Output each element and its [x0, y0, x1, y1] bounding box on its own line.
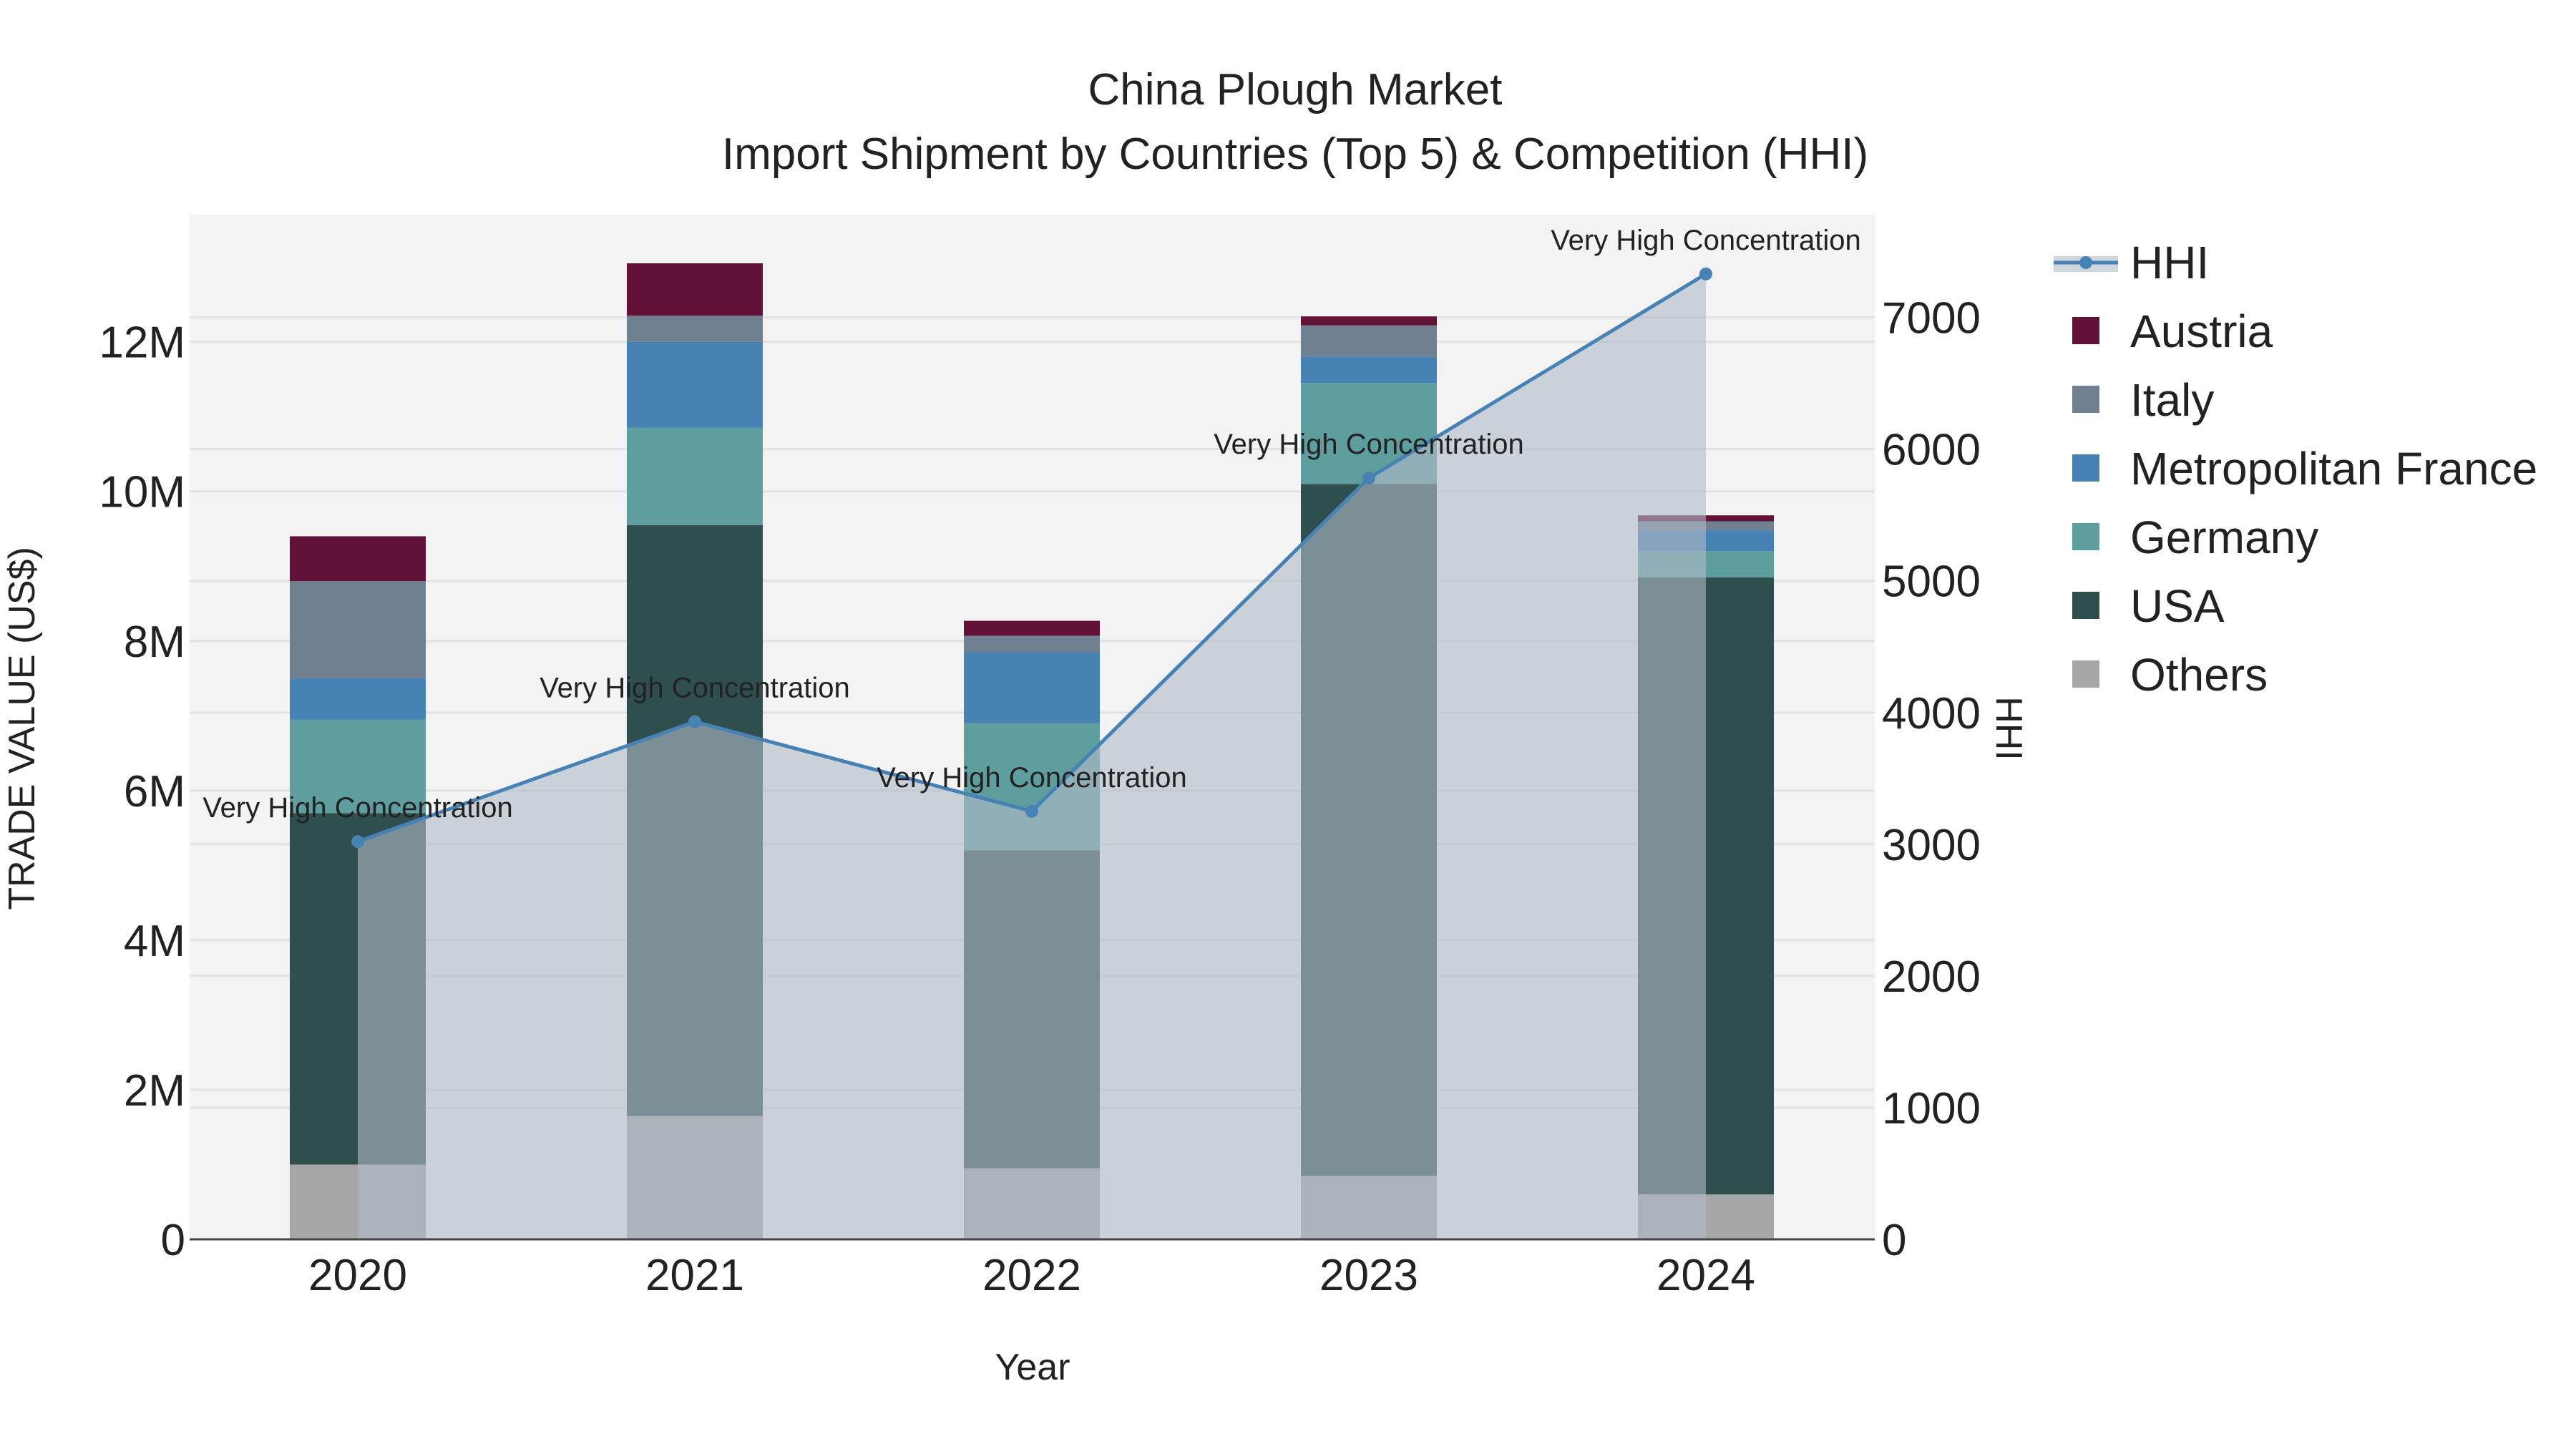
y-tick-label: 0	[161, 1216, 185, 1265]
bar-metropolitan-france-2023	[1301, 356, 1437, 384]
y-tick-label: 10M	[99, 468, 185, 517]
bar-italy-2023	[1301, 325, 1437, 357]
x-tick-label: 2023	[1319, 1251, 1418, 1300]
bar-italy-2021	[627, 316, 763, 342]
legend-label-austria: Austria	[2130, 306, 2273, 357]
y2-tick-label: 7000	[1882, 294, 1981, 343]
hhi-annotation-2022: Very High Concentration	[877, 762, 1187, 794]
legend-swatch-hhi-marker	[2079, 256, 2092, 269]
chart-title: China Plough Market	[1088, 65, 1503, 114]
y2-tick-label: 3000	[1882, 821, 1981, 870]
y2-tick-label: 4000	[1882, 689, 1981, 738]
y2-tick-label: 0	[1882, 1216, 1906, 1265]
hhi-point-2022	[1025, 804, 1038, 818]
bar-italy-2020	[290, 581, 426, 679]
hhi-point-2024	[1699, 267, 1712, 280]
legend-label-others: Others	[2130, 649, 2268, 701]
x-tick-label: 2024	[1657, 1251, 1755, 1300]
y2-tick-label: 1000	[1882, 1084, 1981, 1133]
y-axis-ticks: 0 2M 4M 6M 8M 10M 12M	[99, 318, 185, 1265]
x-tick-label: 2020	[308, 1251, 407, 1300]
hhi-point-2023	[1362, 472, 1375, 485]
bar-austria-2022	[964, 620, 1100, 636]
y-tick-label: 8M	[124, 618, 185, 667]
legend: HHI Austria Italy Metropolitan France German…	[2054, 237, 2537, 701]
legend-swatch-others	[2072, 660, 2099, 688]
bar-austria-2020	[290, 536, 426, 582]
y-tick-label: 4M	[124, 917, 185, 966]
y2-tick-label: 2000	[1882, 952, 1981, 1002]
y2-axis-title: HHI	[1988, 696, 2029, 761]
y-tick-label: 2M	[124, 1066, 185, 1116]
hhi-annotation-2021: Very High Concentration	[540, 673, 850, 704]
y2-tick-label: 5000	[1882, 557, 1981, 607]
x-tick-label: 2022	[982, 1251, 1081, 1300]
x-axis-title: Year	[995, 1347, 1070, 1388]
y-tick-label: 12M	[99, 318, 185, 368]
bar-austria-2021	[627, 263, 763, 316]
hhi-annotation-2024: Very High Concentration	[1551, 225, 1861, 256]
bar-metropolitan-france-2020	[290, 678, 426, 720]
hhi-point-2020	[351, 835, 364, 849]
legend-label-italy: Italy	[2130, 374, 2214, 426]
legend-swatch-metropolitan-france	[2072, 454, 2099, 482]
chart-subtitle: Import Shipment by Countries (Top 5) & C…	[722, 130, 1868, 179]
y-tick-label: 6M	[124, 767, 185, 816]
legend-label-hhi: HHI	[2130, 237, 2209, 288]
legend-swatch-usa	[2072, 592, 2099, 619]
legend-swatch-austria	[2072, 317, 2099, 344]
bar-germany-2021	[627, 427, 763, 525]
bar-italy-2022	[964, 635, 1100, 653]
hhi-series: Very High Concentration Very High Concent…	[203, 225, 1861, 1239]
hhi-area	[358, 273, 1706, 1239]
bar-austria-2023	[1301, 316, 1437, 326]
legend-swatch-italy	[2072, 386, 2099, 413]
bar-metropolitan-france-2021	[627, 341, 763, 428]
x-axis-ticks: 2020 2021 2022 2023 2024	[308, 1251, 1755, 1300]
x-tick-label: 2021	[645, 1251, 744, 1300]
y-axis-title: TRADE VALUE (US$)	[1, 547, 43, 910]
hhi-annotation-2020: Very High Concentration	[203, 792, 513, 824]
hhi-annotation-2023: Very High Concentration	[1214, 429, 1524, 460]
y2-axis-ticks: 0 1000 2000 3000 4000 5000 6000 7000	[1882, 294, 1981, 1265]
y2-tick-label: 6000	[1882, 426, 1981, 475]
bar-germany-2020	[290, 719, 426, 814]
legend-label-usa: USA	[2130, 580, 2225, 632]
legend-label-germany: Germany	[2130, 512, 2318, 563]
hhi-point-2021	[688, 715, 701, 728]
legend-label-metropolitan-france: Metropolitan France	[2130, 443, 2537, 494]
bar-metropolitan-france-2022	[964, 652, 1100, 723]
legend-swatch-germany	[2072, 523, 2099, 550]
